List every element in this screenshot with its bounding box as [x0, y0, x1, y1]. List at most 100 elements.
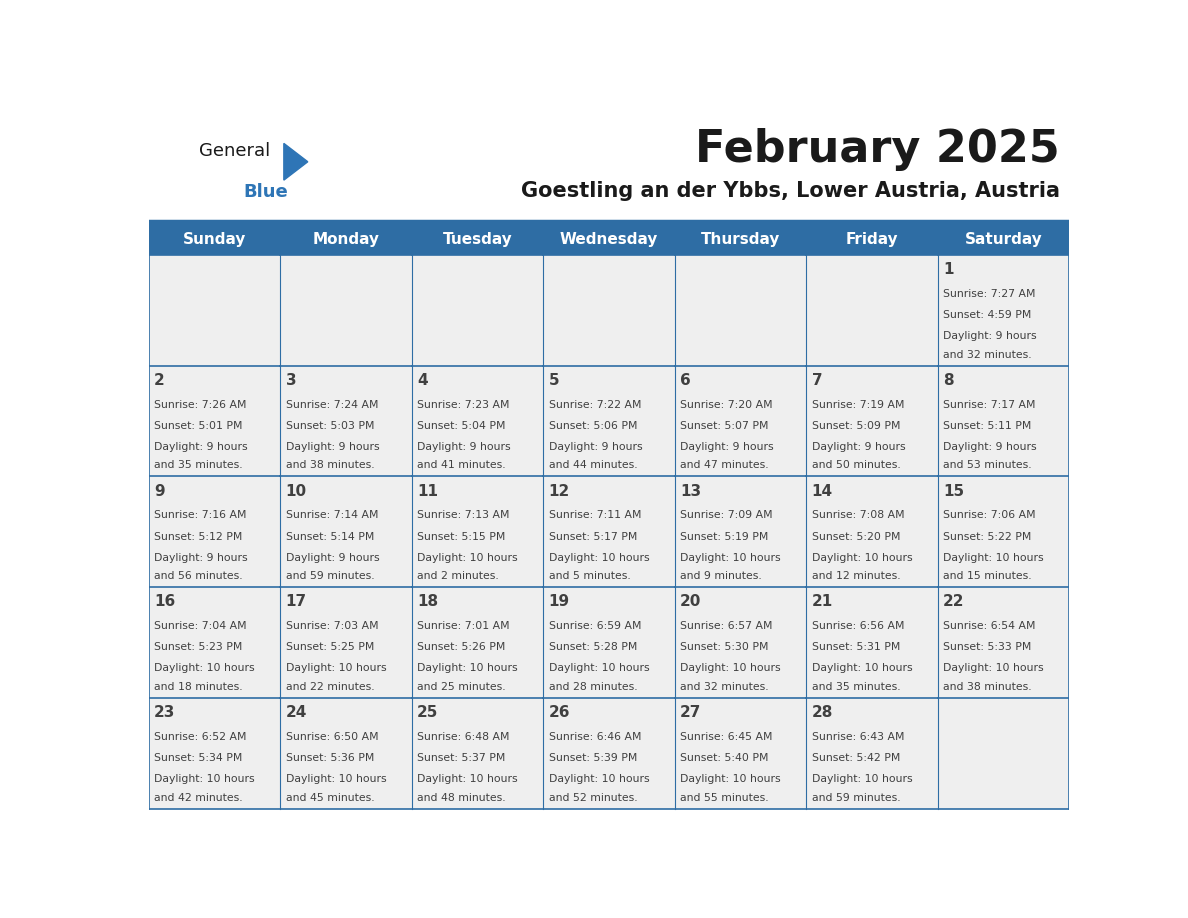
Text: Daylight: 10 hours: Daylight: 10 hours — [285, 664, 386, 674]
Text: Sunset: 4:59 PM: Sunset: 4:59 PM — [943, 310, 1031, 320]
Text: Sunset: 5:34 PM: Sunset: 5:34 PM — [154, 753, 242, 763]
Text: and 22 minutes.: and 22 minutes. — [285, 682, 374, 692]
Text: Daylight: 9 hours: Daylight: 9 hours — [549, 442, 643, 452]
Text: Sunset: 5:28 PM: Sunset: 5:28 PM — [549, 643, 637, 653]
Text: and 15 minutes.: and 15 minutes. — [943, 571, 1032, 581]
Text: Sunset: 5:20 PM: Sunset: 5:20 PM — [811, 532, 901, 542]
Polygon shape — [284, 143, 308, 180]
Bar — [411, 223, 543, 255]
Bar — [411, 255, 543, 365]
Text: 12: 12 — [549, 484, 570, 498]
Text: Daylight: 9 hours: Daylight: 9 hours — [154, 553, 247, 563]
Text: 24: 24 — [285, 705, 307, 720]
Text: Sunrise: 7:23 AM: Sunrise: 7:23 AM — [417, 399, 510, 409]
Text: Sunset: 5:19 PM: Sunset: 5:19 PM — [681, 532, 769, 542]
Text: 7: 7 — [811, 373, 822, 387]
Text: Daylight: 10 hours: Daylight: 10 hours — [681, 664, 781, 674]
Text: 23: 23 — [154, 705, 176, 720]
Text: and 59 minutes.: and 59 minutes. — [811, 792, 901, 802]
Bar — [937, 223, 1069, 255]
Text: Saturday: Saturday — [965, 231, 1042, 247]
Bar — [280, 698, 411, 809]
Text: Daylight: 9 hours: Daylight: 9 hours — [154, 442, 247, 452]
Text: Daylight: 9 hours: Daylight: 9 hours — [943, 442, 1037, 452]
Text: and 9 minutes.: and 9 minutes. — [681, 571, 762, 581]
Text: Sunrise: 6:54 AM: Sunrise: 6:54 AM — [943, 621, 1036, 631]
Text: and 2 minutes.: and 2 minutes. — [417, 571, 499, 581]
Text: 5: 5 — [549, 373, 560, 387]
Text: 6: 6 — [681, 373, 691, 387]
Text: Daylight: 10 hours: Daylight: 10 hours — [811, 553, 912, 563]
Text: Sunset: 5:39 PM: Sunset: 5:39 PM — [549, 753, 637, 763]
Text: Sunrise: 7:04 AM: Sunrise: 7:04 AM — [154, 621, 247, 631]
Text: Blue: Blue — [244, 183, 287, 201]
Text: Sunrise: 7:03 AM: Sunrise: 7:03 AM — [285, 621, 378, 631]
Text: Tuesday: Tuesday — [442, 231, 512, 247]
Bar — [543, 365, 675, 476]
Text: Sunset: 5:40 PM: Sunset: 5:40 PM — [681, 753, 769, 763]
Text: and 56 minutes.: and 56 minutes. — [154, 571, 242, 581]
Text: 27: 27 — [681, 705, 701, 720]
Text: Sunrise: 7:27 AM: Sunrise: 7:27 AM — [943, 289, 1036, 299]
Text: and 42 minutes.: and 42 minutes. — [154, 792, 242, 802]
Text: 19: 19 — [549, 594, 570, 610]
Text: 26: 26 — [549, 705, 570, 720]
Text: Daylight: 10 hours: Daylight: 10 hours — [681, 553, 781, 563]
Text: and 44 minutes.: and 44 minutes. — [549, 461, 637, 471]
Text: Daylight: 10 hours: Daylight: 10 hours — [943, 553, 1044, 563]
Bar — [411, 698, 543, 809]
Text: Sunrise: 6:48 AM: Sunrise: 6:48 AM — [417, 732, 510, 742]
Text: Sunset: 5:36 PM: Sunset: 5:36 PM — [285, 753, 374, 763]
Bar — [807, 223, 937, 255]
Text: General: General — [200, 142, 271, 160]
Text: Sunset: 5:42 PM: Sunset: 5:42 PM — [811, 753, 901, 763]
Bar — [543, 588, 675, 698]
Text: 28: 28 — [811, 705, 833, 720]
Text: Daylight: 10 hours: Daylight: 10 hours — [811, 664, 912, 674]
Bar — [675, 476, 807, 588]
Text: Goestling an der Ybbs, Lower Austria, Austria: Goestling an der Ybbs, Lower Austria, Au… — [522, 182, 1060, 201]
Text: Sunrise: 7:16 AM: Sunrise: 7:16 AM — [154, 510, 247, 521]
Text: Sunrise: 6:43 AM: Sunrise: 6:43 AM — [811, 732, 904, 742]
Text: Sunrise: 7:22 AM: Sunrise: 7:22 AM — [549, 399, 642, 409]
Text: Sunset: 5:26 PM: Sunset: 5:26 PM — [417, 643, 505, 653]
Text: 1: 1 — [943, 263, 954, 277]
Text: and 32 minutes.: and 32 minutes. — [943, 350, 1032, 360]
Bar — [148, 588, 280, 698]
Text: February 2025: February 2025 — [695, 128, 1060, 171]
Text: Sunrise: 7:09 AM: Sunrise: 7:09 AM — [681, 510, 772, 521]
Text: 9: 9 — [154, 484, 165, 498]
Text: and 47 minutes.: and 47 minutes. — [681, 461, 769, 471]
Text: Sunset: 5:25 PM: Sunset: 5:25 PM — [285, 643, 374, 653]
Bar — [148, 476, 280, 588]
Text: and 12 minutes.: and 12 minutes. — [811, 571, 901, 581]
Text: and 38 minutes.: and 38 minutes. — [943, 682, 1032, 692]
Text: and 55 minutes.: and 55 minutes. — [681, 792, 769, 802]
Text: Daylight: 10 hours: Daylight: 10 hours — [943, 664, 1044, 674]
Text: 16: 16 — [154, 594, 176, 610]
Text: Sunset: 5:22 PM: Sunset: 5:22 PM — [943, 532, 1031, 542]
Text: Sunset: 5:07 PM: Sunset: 5:07 PM — [681, 420, 769, 431]
Text: Daylight: 9 hours: Daylight: 9 hours — [943, 331, 1037, 341]
Text: 21: 21 — [811, 594, 833, 610]
Bar — [675, 588, 807, 698]
Bar — [411, 588, 543, 698]
Text: and 48 minutes.: and 48 minutes. — [417, 792, 506, 802]
Bar — [411, 365, 543, 476]
Text: Sunset: 5:17 PM: Sunset: 5:17 PM — [549, 532, 637, 542]
Text: 3: 3 — [285, 373, 296, 387]
Bar — [148, 365, 280, 476]
Text: Daylight: 9 hours: Daylight: 9 hours — [285, 553, 379, 563]
Text: and 28 minutes.: and 28 minutes. — [549, 682, 637, 692]
Text: Sunrise: 7:19 AM: Sunrise: 7:19 AM — [811, 399, 904, 409]
Bar — [543, 698, 675, 809]
Text: and 32 minutes.: and 32 minutes. — [681, 682, 769, 692]
Text: and 41 minutes.: and 41 minutes. — [417, 461, 506, 471]
Text: Daylight: 9 hours: Daylight: 9 hours — [417, 442, 511, 452]
Bar — [543, 255, 675, 365]
Text: Daylight: 9 hours: Daylight: 9 hours — [285, 442, 379, 452]
Bar — [280, 588, 411, 698]
Text: Sunrise: 6:59 AM: Sunrise: 6:59 AM — [549, 621, 642, 631]
Text: Sunset: 5:14 PM: Sunset: 5:14 PM — [285, 532, 374, 542]
Text: Daylight: 10 hours: Daylight: 10 hours — [549, 553, 649, 563]
